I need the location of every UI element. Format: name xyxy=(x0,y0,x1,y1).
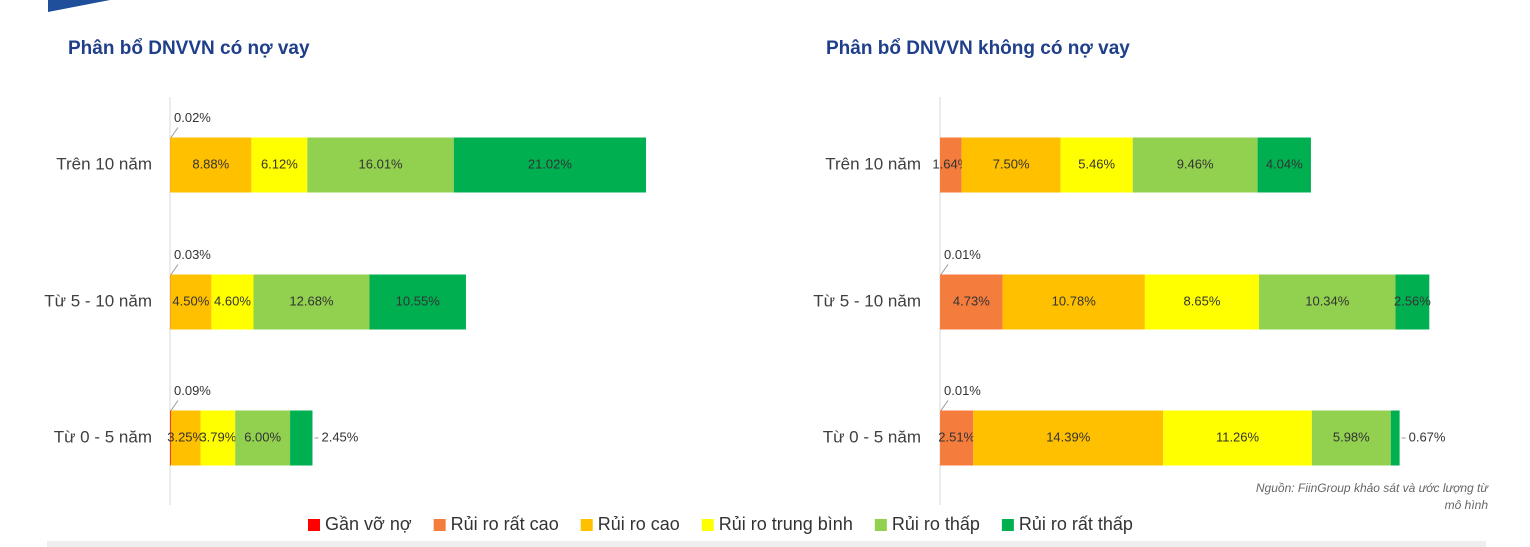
bar-segment xyxy=(1163,410,1312,466)
value-label: 1.64% xyxy=(932,156,969,171)
bar-segment xyxy=(235,410,291,466)
value-label: 21.02% xyxy=(528,156,573,171)
value-label: 11.26% xyxy=(1216,429,1260,444)
legend-label: Rủi ro trung bình xyxy=(719,514,853,534)
bar-segment xyxy=(1257,137,1311,193)
value-label: 8.65% xyxy=(1184,293,1221,308)
bar-segment xyxy=(251,137,308,193)
value-label: 12.68% xyxy=(289,293,334,308)
legend-swatch xyxy=(1001,519,1014,531)
value-label: 6.12% xyxy=(261,156,298,171)
legend-label: Rủi ro thấp xyxy=(892,514,980,534)
bar-segment xyxy=(1390,410,1400,466)
bar-segment xyxy=(961,137,1061,193)
bar-segment xyxy=(1144,274,1260,330)
bar-segment xyxy=(453,137,647,193)
category-label: Trên 10 năm xyxy=(56,154,152,173)
value-label: 10.55% xyxy=(396,293,441,308)
bar-segment xyxy=(170,410,171,466)
bar-segment xyxy=(1311,410,1391,466)
value-label: 8.88% xyxy=(192,156,229,171)
value-label: 4.60% xyxy=(214,293,251,308)
bar-segment xyxy=(369,274,466,330)
leader-line xyxy=(940,264,949,275)
leader-line xyxy=(940,400,949,411)
legend-swatch xyxy=(433,519,446,531)
legend-swatch xyxy=(308,519,320,531)
source-note: Nguồn: FiinGroup khảo sát và ước lượng t… xyxy=(1255,481,1488,512)
category-label: Trên 10 năm xyxy=(825,154,921,173)
value-label: 4.50% xyxy=(172,293,209,308)
value-label: 5.46% xyxy=(1078,156,1115,171)
value-label: 0.67% xyxy=(1409,429,1446,444)
category-label: Từ 5 - 10 năm xyxy=(44,291,152,310)
category-label: Từ 0 - 5 năm xyxy=(54,427,152,446)
category-label: Từ 0 - 5 năm xyxy=(823,427,921,446)
category-label: Từ 5 - 10 năm xyxy=(813,291,921,310)
value-label: 2.45% xyxy=(321,429,358,444)
bar-segment xyxy=(307,137,454,193)
value-label: 7.50% xyxy=(993,156,1030,171)
value-label: 4.04% xyxy=(1266,156,1303,171)
value-label: 3.25% xyxy=(167,429,204,444)
bar-segment xyxy=(1060,137,1133,193)
value-label: 3.79% xyxy=(199,429,236,444)
chart-title: Phân bổ DNVVN không có nợ vay xyxy=(826,38,1130,59)
value-label: 0.03% xyxy=(174,247,211,262)
legend-swatch xyxy=(701,519,714,531)
value-label: 2.51% xyxy=(938,429,975,444)
corner-decoration xyxy=(48,0,110,12)
value-label: 2.56% xyxy=(1394,293,1431,308)
leader-line xyxy=(170,127,179,138)
legend-label: Rủi ro rất thấp xyxy=(1019,514,1133,534)
legend-label: Rủi ro cao xyxy=(598,514,680,534)
leader-line xyxy=(170,264,179,275)
value-label: 0.02% xyxy=(174,110,211,125)
value-label: 0.01% xyxy=(944,383,981,398)
bar-segment xyxy=(290,410,313,466)
leader-line xyxy=(170,400,179,411)
legend-label: Rủi ro rất cao xyxy=(451,514,559,534)
bar-segment xyxy=(1002,274,1145,330)
value-label: 0.09% xyxy=(174,383,211,398)
bar-segment xyxy=(1395,274,1430,330)
bar-segment xyxy=(211,274,254,330)
value-label: 16.01% xyxy=(359,156,404,171)
bar-segment xyxy=(973,410,1164,466)
bar-segment xyxy=(1132,137,1258,193)
bar-segment xyxy=(253,274,370,330)
bar-segment xyxy=(1259,274,1396,330)
value-label: 5.98% xyxy=(1333,429,1370,444)
legend-swatch xyxy=(874,519,887,531)
bar-segment xyxy=(940,137,962,193)
value-label: 10.34% xyxy=(1305,293,1350,308)
value-label: 9.46% xyxy=(1177,156,1214,171)
value-label: 4.73% xyxy=(953,293,990,308)
bar-segment xyxy=(940,410,974,466)
bar-segment xyxy=(170,137,252,193)
bar-segment xyxy=(940,274,1003,330)
bar-segment xyxy=(170,274,212,330)
chart-title: Phân bổ DNVVN có nợ vay xyxy=(68,38,310,59)
bar-segment xyxy=(200,410,236,466)
value-label: 0.01% xyxy=(944,247,981,262)
value-label: 14.39% xyxy=(1046,429,1091,444)
legend-swatch xyxy=(580,519,593,531)
value-label: 10.78% xyxy=(1052,293,1097,308)
value-label: 6.00% xyxy=(244,429,281,444)
footer-bar xyxy=(47,541,1486,547)
bar-segment xyxy=(170,410,201,466)
legend-label: Gần vỡ nợ xyxy=(325,514,412,534)
